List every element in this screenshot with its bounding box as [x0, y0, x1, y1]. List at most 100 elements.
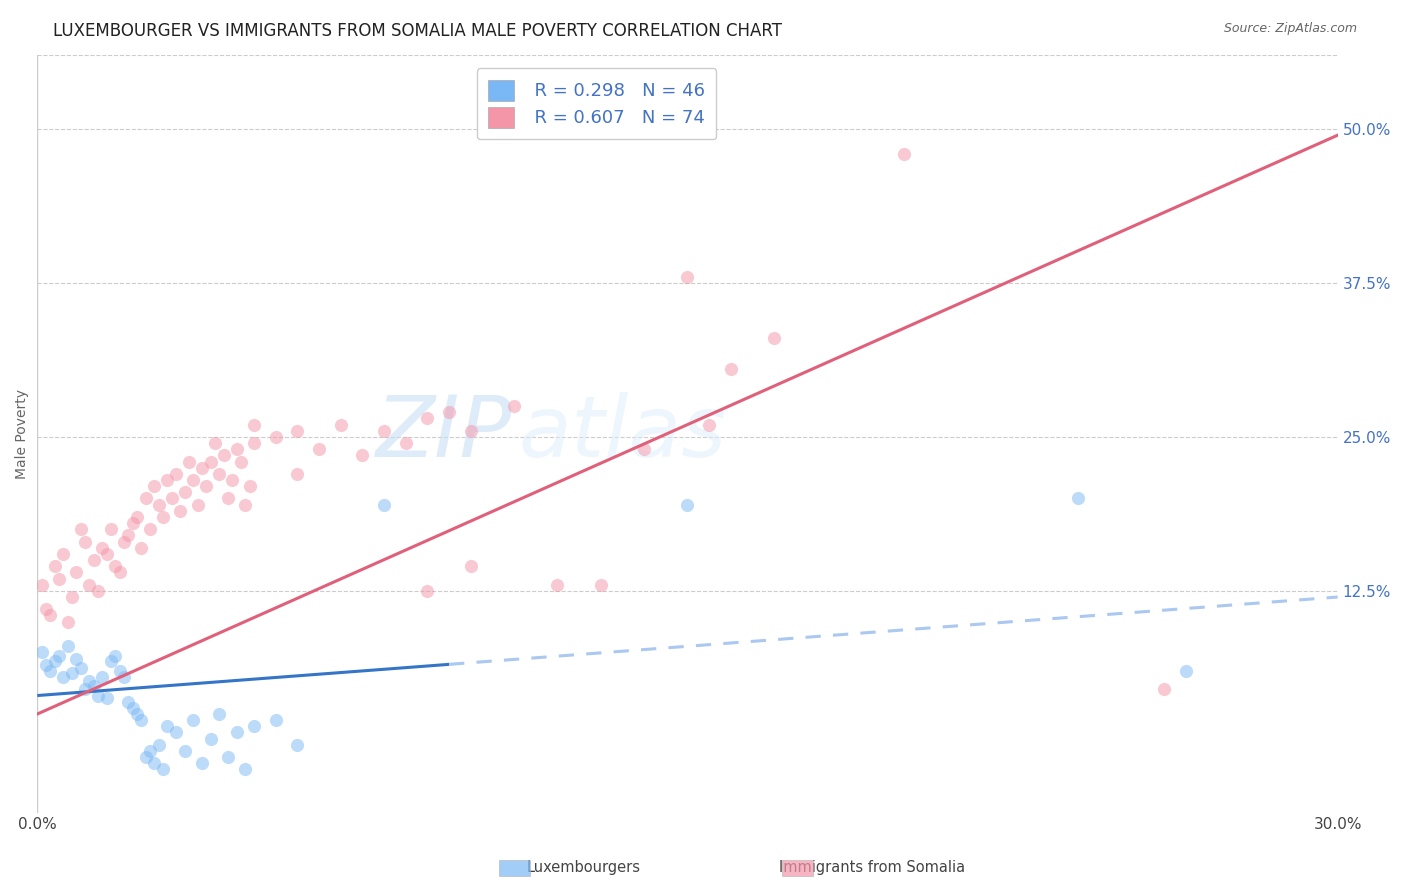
Point [156, 719, 179, 733]
Point [73, 534, 96, 549]
Point [589, 577, 612, 591]
Point [79, 577, 101, 591]
Point [503, 399, 526, 413]
Point [69, 522, 91, 536]
Point [35, 602, 58, 616]
Point [243, 436, 266, 450]
Point [96, 691, 118, 706]
Point [169, 504, 191, 518]
Point [65, 651, 87, 665]
Point [139, 744, 162, 758]
Point [44, 559, 66, 574]
Point [416, 411, 439, 425]
Point [208, 467, 231, 481]
Text: Source: ZipAtlas.com: Source: ZipAtlas.com [1223, 22, 1357, 36]
Point [229, 454, 252, 468]
Point [148, 738, 170, 752]
Point [373, 424, 395, 438]
Point [112, 534, 135, 549]
Point [191, 756, 214, 771]
Point [160, 491, 183, 506]
Point [117, 695, 139, 709]
Point [35, 657, 58, 672]
Point [104, 649, 127, 664]
Point [546, 577, 568, 591]
Point [135, 750, 157, 764]
Point [100, 522, 122, 536]
Point [200, 454, 222, 468]
Point [87, 583, 110, 598]
Point [893, 146, 915, 161]
Point [112, 670, 135, 684]
Point [79, 673, 101, 688]
Point [187, 498, 209, 512]
Point [239, 479, 262, 493]
Point [287, 738, 309, 752]
Point [204, 436, 226, 450]
Point [208, 706, 231, 721]
Point [69, 661, 91, 675]
Point [437, 405, 460, 419]
Point [125, 510, 148, 524]
Point [39, 608, 62, 623]
Point [373, 498, 395, 512]
Point [165, 725, 187, 739]
Point [31, 577, 53, 591]
Point [131, 713, 153, 727]
Point [48, 572, 70, 586]
Point [697, 417, 720, 432]
Point [143, 756, 166, 771]
Point [225, 442, 247, 457]
Point [31, 645, 53, 659]
Point [135, 491, 157, 506]
Point [152, 763, 174, 777]
Point [56, 640, 79, 654]
Point [125, 706, 148, 721]
Point [96, 547, 118, 561]
Point [104, 559, 127, 574]
Point [676, 269, 699, 284]
Point [395, 436, 418, 450]
Point [60, 666, 83, 681]
Point [177, 454, 200, 468]
Point [52, 670, 75, 684]
Point [676, 498, 699, 512]
Point [139, 522, 162, 536]
Point [87, 689, 110, 703]
Point [352, 449, 374, 463]
Point [763, 331, 786, 345]
Point [183, 473, 205, 487]
Point [121, 516, 143, 530]
Point [633, 442, 655, 457]
Point [83, 679, 105, 693]
Point [108, 664, 131, 678]
Point [48, 649, 70, 664]
Point [195, 479, 218, 493]
Point [100, 654, 122, 668]
Point [143, 479, 166, 493]
Point [217, 750, 239, 764]
Point [156, 473, 179, 487]
Point [91, 541, 114, 555]
Point [60, 590, 83, 604]
Point [65, 566, 87, 580]
Y-axis label: Male Poverty: Male Poverty [15, 389, 30, 479]
Text: ZIP: ZIP [375, 392, 512, 475]
Point [131, 541, 153, 555]
Point [217, 491, 239, 506]
Point [460, 424, 482, 438]
Point [44, 654, 66, 668]
Point [243, 719, 266, 733]
Point [235, 498, 257, 512]
Point [264, 713, 287, 727]
Text: LUXEMBOURGER VS IMMIGRANTS FROM SOMALIA MALE POVERTY CORRELATION CHART: LUXEMBOURGER VS IMMIGRANTS FROM SOMALIA … [53, 22, 782, 40]
Point [416, 583, 439, 598]
Point [52, 547, 75, 561]
Point [200, 731, 222, 746]
Text: atlas: atlas [519, 392, 727, 475]
Point [1066, 491, 1088, 506]
Point [329, 417, 352, 432]
Point [56, 615, 79, 629]
Point [83, 553, 105, 567]
Point [73, 682, 96, 697]
